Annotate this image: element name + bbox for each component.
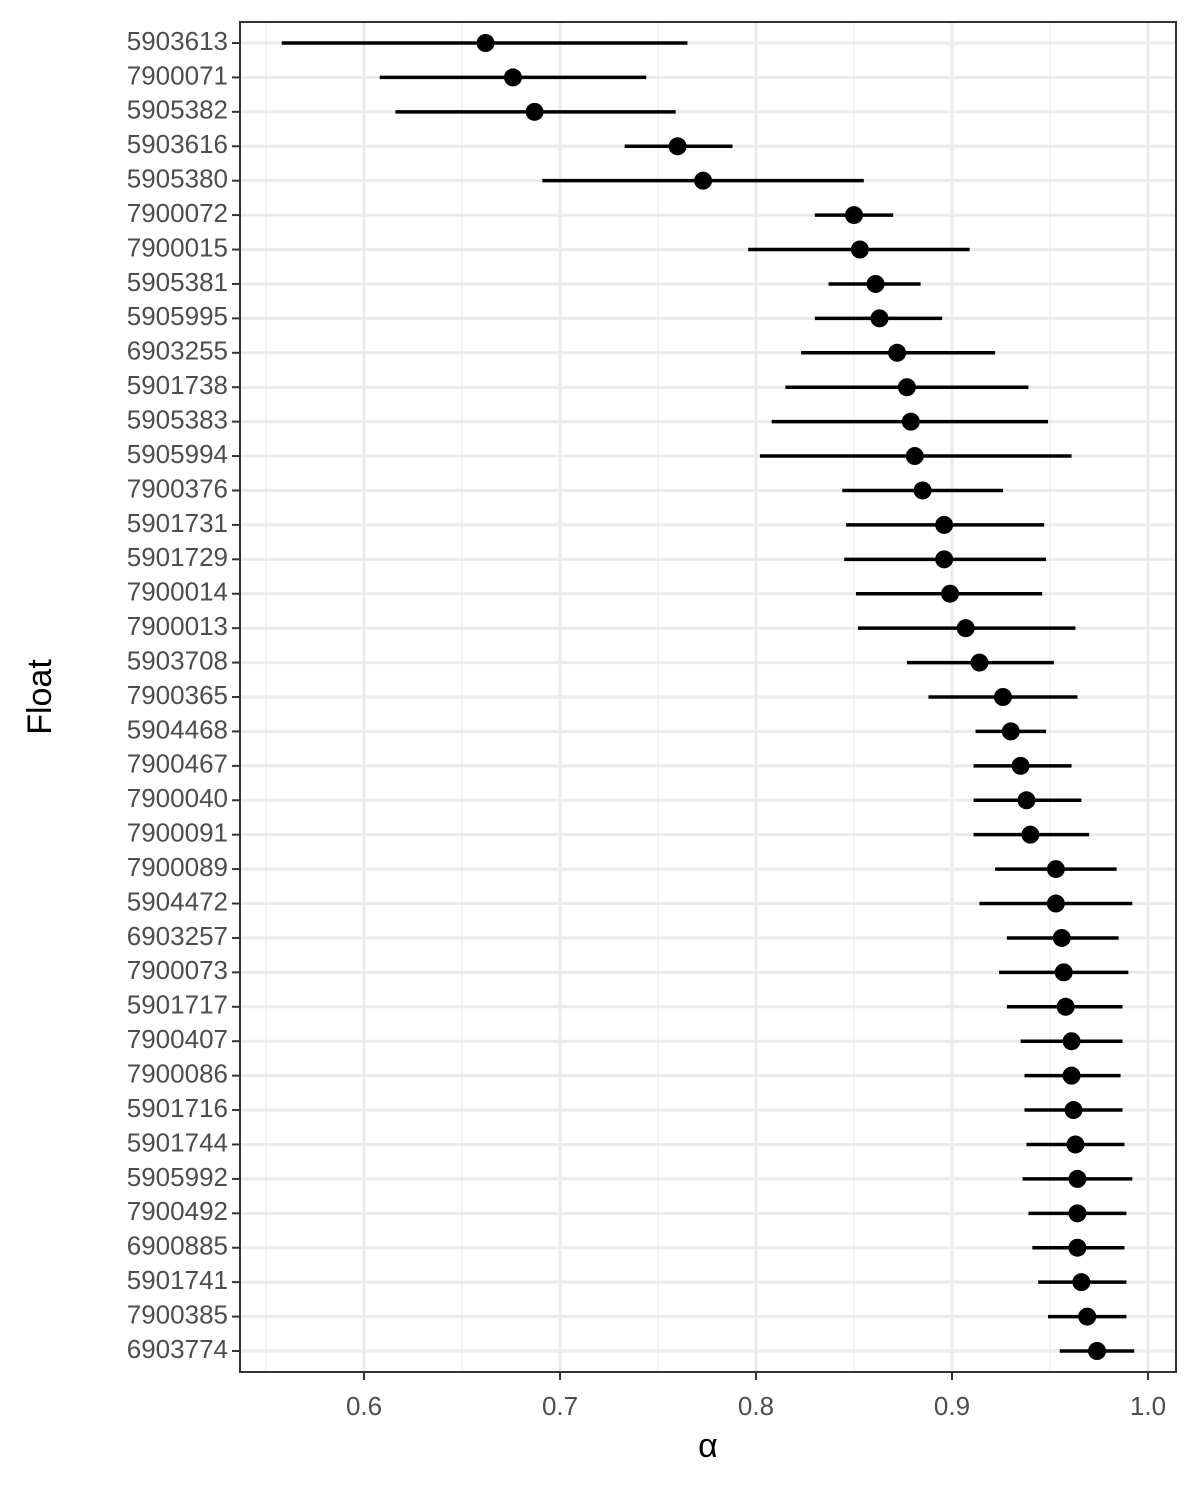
x-tick-label: 1.0 [1130, 1391, 1166, 1421]
point [1064, 1101, 1083, 1120]
y-tick-label: 7900467 [127, 749, 228, 779]
y-tick-label: 5901731 [127, 508, 228, 538]
point [1062, 1032, 1081, 1051]
y-tick-label: 7900015 [127, 232, 228, 262]
x-tick-label: 0.9 [934, 1391, 970, 1421]
point [866, 274, 885, 293]
y-axis-title: Float [21, 659, 59, 735]
point [1046, 894, 1065, 913]
point [913, 481, 932, 500]
point [970, 653, 989, 672]
point [1068, 1204, 1087, 1223]
y-tick-label: 5901741 [127, 1265, 228, 1295]
y-tick-label: 7900365 [127, 680, 228, 710]
point [1054, 963, 1073, 982]
point [993, 688, 1012, 706]
y-tick-label: 6903257 [127, 921, 228, 951]
panel-border [239, 21, 1177, 1373]
point [1078, 1307, 1097, 1326]
y-tick-label: 5905994 [127, 439, 228, 469]
y-tick-label: 6900885 [127, 1231, 228, 1261]
point [935, 515, 954, 534]
y-tick-label: 7900072 [127, 198, 228, 228]
y-tick-label: 7900376 [127, 473, 228, 503]
y-tick-label: 5905995 [127, 301, 228, 331]
point [476, 34, 495, 52]
point [888, 343, 907, 362]
y-tick-label: 7900040 [127, 783, 228, 813]
point [941, 584, 960, 603]
point [850, 240, 869, 259]
y-tick-label: 5905381 [127, 267, 228, 297]
y-tick-label: 7900089 [127, 852, 228, 882]
x-tick-label: 0.8 [738, 1391, 774, 1421]
point [504, 68, 522, 87]
y-tick-label: 7900071 [127, 60, 228, 90]
point [1068, 1169, 1087, 1188]
point [901, 412, 920, 431]
point [845, 206, 864, 225]
y-tick-label: 5901738 [127, 370, 228, 400]
point [897, 378, 916, 397]
point [1072, 1273, 1091, 1292]
y-tick-label: 5901716 [127, 1093, 228, 1123]
x-axis-title: α [698, 1427, 718, 1465]
point [1001, 722, 1020, 741]
point [1017, 791, 1036, 810]
point [1052, 928, 1071, 947]
y-tick-label: 5905382 [127, 95, 228, 125]
y-tick-label: 5905383 [127, 405, 228, 435]
y-tick-label: 7900091 [127, 818, 228, 848]
y-tick-label: 6903255 [127, 336, 228, 366]
y-tick-label: 6903774 [127, 1334, 228, 1364]
point [956, 619, 975, 638]
y-tick-label: 7900385 [127, 1299, 228, 1329]
point [694, 171, 713, 190]
point [525, 102, 544, 121]
y-tick-label: 5903616 [127, 129, 228, 159]
point [1066, 1135, 1085, 1154]
point [935, 550, 954, 569]
point [1056, 997, 1075, 1016]
y-tick-label: 7900013 [127, 611, 228, 641]
y-tick-label: 7900492 [127, 1196, 228, 1226]
x-tick-label: 0.7 [542, 1391, 578, 1421]
point [1062, 1066, 1081, 1085]
y-tick-label: 5901729 [127, 542, 228, 572]
y-tick-label: 7900407 [127, 1024, 228, 1054]
point [1068, 1238, 1087, 1257]
point [1046, 860, 1065, 879]
y-tick-label: 5904472 [127, 886, 228, 916]
y-tick-label: 7900014 [127, 577, 228, 607]
y-tick-label: 5905380 [127, 164, 228, 194]
y-tick-label: 5901744 [127, 1127, 228, 1157]
point [668, 137, 687, 156]
y-tick-label: 5904468 [127, 714, 228, 744]
x-tick-label: 0.6 [346, 1391, 382, 1421]
y-tick-label: 5901717 [127, 990, 228, 1020]
point [1021, 825, 1040, 844]
point [1011, 756, 1030, 775]
point [1088, 1342, 1107, 1360]
point [870, 309, 889, 328]
y-tick-label: 7900086 [127, 1059, 228, 1089]
y-tick-label: 5905992 [127, 1162, 228, 1192]
y-tick-label: 7900073 [127, 955, 228, 985]
y-tick-label: 5903613 [127, 26, 228, 56]
point [905, 447, 924, 466]
y-tick-label: 5903708 [127, 645, 228, 675]
